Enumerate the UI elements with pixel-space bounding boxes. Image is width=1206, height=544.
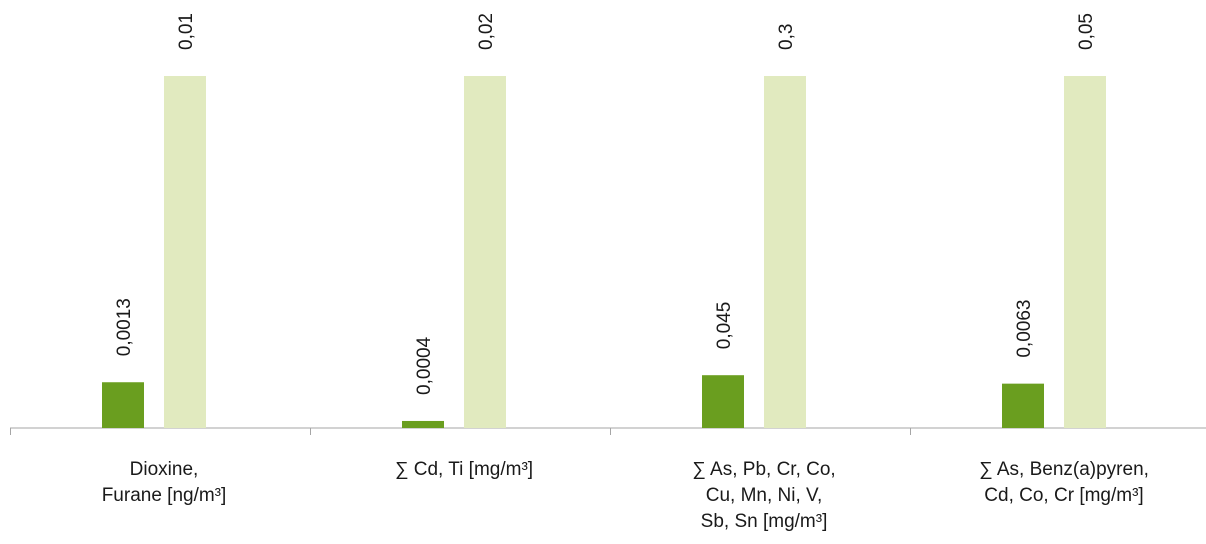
bar-limit bbox=[764, 76, 806, 428]
data-label: 0,0013 bbox=[114, 298, 135, 356]
category-label: ∑ Cd, Ti [mg/m³] bbox=[395, 459, 533, 480]
category-label-line: ∑ As, Pb, Cr, Co, bbox=[692, 459, 835, 480]
category-label-line: Cu, Mn, Ni, V, bbox=[706, 485, 823, 506]
data-label: 0,045 bbox=[714, 302, 735, 350]
category-label-line: ∑ As, Benz(a)pyren, bbox=[979, 459, 1149, 480]
category-label-line: Dioxine, bbox=[130, 459, 199, 480]
category-label-line: Furane [ng/m³] bbox=[102, 485, 227, 506]
data-label: 0,0063 bbox=[1014, 300, 1035, 358]
data-label: 0,0004 bbox=[414, 336, 435, 395]
category-label-line: ∑ Cd, Ti [mg/m³] bbox=[395, 459, 533, 480]
category-label-line: Sb, Sn [mg/m³] bbox=[701, 511, 828, 532]
bar-limit bbox=[164, 76, 206, 428]
bar-measured bbox=[1002, 383, 1044, 428]
category-label: Dioxine, Furane [ng/m³] bbox=[102, 459, 227, 506]
category-label: ∑ As, Pb, Cr, Co, Cu, Mn, Ni, V, Sb, Sn [m… bbox=[692, 459, 835, 532]
data-label: 0,05 bbox=[1076, 13, 1097, 50]
data-label: 0,01 bbox=[176, 13, 197, 50]
data-label: 0,3 bbox=[776, 24, 797, 50]
category-label: ∑ As, Benz(a)pyren, Cd, Co, Cr [mg/m³] bbox=[979, 459, 1149, 506]
data-label: 0,02 bbox=[476, 13, 497, 50]
bar-limit bbox=[464, 76, 506, 428]
bar-measured bbox=[402, 420, 444, 428]
category-label-line: Cd, Co, Cr [mg/m³] bbox=[984, 485, 1143, 506]
bar-limit bbox=[1064, 76, 1106, 428]
bar-measured bbox=[102, 382, 144, 428]
bar-measured bbox=[702, 375, 744, 428]
